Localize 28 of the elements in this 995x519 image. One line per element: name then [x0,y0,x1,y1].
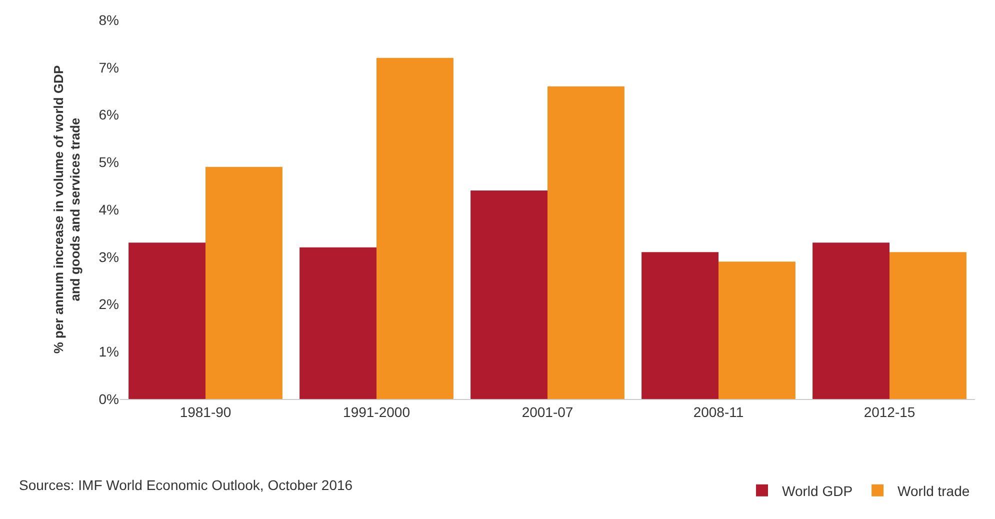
bar [718,262,796,399]
legend-label: World trade [898,482,970,499]
x-tick-label: 2008-11 [693,404,744,420]
y-tick-label: 1% [98,344,119,360]
bar [206,166,282,399]
bar [548,86,624,399]
bar [128,242,206,399]
bar [812,242,890,399]
x-tick-label: 2001-07 [522,404,574,420]
y-tick-label: 2% [98,296,119,312]
x-tick-label: 1981-90 [180,404,232,420]
y-tick-label: 3% [98,248,119,265]
bar [470,190,548,399]
y-tick-label: 8% [98,12,119,28]
y-tick-label: 6% [98,106,119,123]
bar [376,58,454,399]
source-note: Sources: IMF World Economic Outlook, October 2016 [19,477,353,493]
y-tick-label: 5% [98,154,119,170]
legend-label: World GDP [782,482,853,499]
y-tick-label: 4% [98,201,119,218]
x-tick-label: 1991-2000 [343,404,410,420]
bar [300,247,376,399]
bar [890,252,966,399]
y-tick-label: 7% [98,59,119,76]
bar [642,252,718,399]
y-axis-title: % per annum increase in volume of world GDP and goods and services trade [50,65,83,354]
x-tick-label: 2012-15 [864,404,916,420]
y-tick-label: 0% [98,390,119,407]
